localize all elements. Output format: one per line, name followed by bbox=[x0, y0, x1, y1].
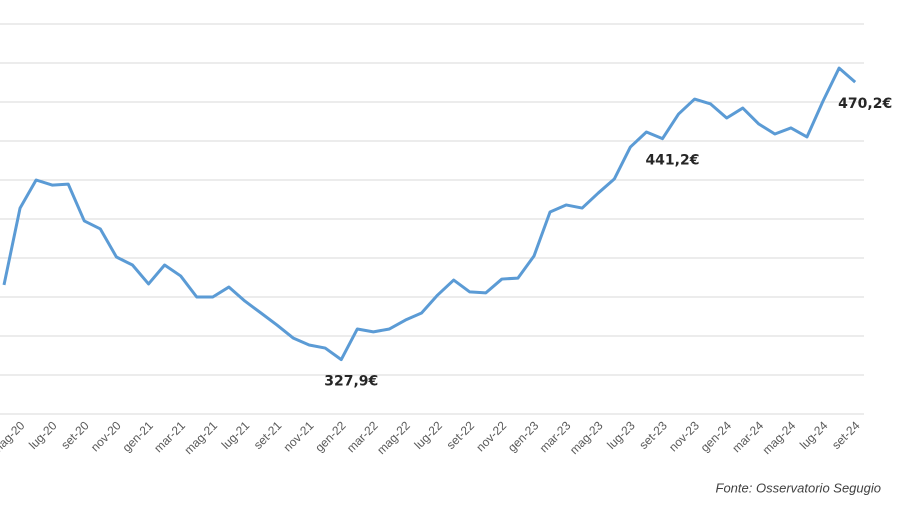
x-tick-label: set-22 bbox=[444, 418, 478, 452]
x-tick-label: gen-24 bbox=[698, 418, 735, 455]
x-tick-label: nov-20 bbox=[88, 418, 124, 454]
x-tick-label: mag-21 bbox=[181, 418, 220, 457]
x-tick-label: nov-21 bbox=[281, 418, 317, 454]
x-tick-label: gen-21 bbox=[120, 418, 157, 455]
x-tick-label: nov-23 bbox=[666, 418, 702, 454]
x-tick-label: set-20 bbox=[58, 418, 92, 452]
x-tick-label: mag-23 bbox=[567, 418, 606, 457]
x-tick-label: set-24 bbox=[829, 418, 863, 452]
x-tick-label: gen-22 bbox=[312, 418, 349, 455]
data-label: 327,9€ bbox=[324, 374, 378, 390]
x-tick-label: nov-22 bbox=[473, 418, 509, 454]
x-tick-label: lug-24 bbox=[797, 418, 831, 452]
x-tick-label: mag-24 bbox=[760, 418, 799, 457]
data-label: 470,2€ bbox=[838, 96, 892, 112]
x-tick-label: gen-23 bbox=[505, 418, 542, 455]
source-note: Fonte: Osservatorio Segugio bbox=[716, 480, 881, 495]
x-tick-label: mag-20 bbox=[0, 418, 28, 457]
data-label: 441,2€ bbox=[645, 153, 699, 169]
x-tick-label: set-21 bbox=[251, 418, 285, 452]
x-tick-label: set-23 bbox=[636, 418, 670, 452]
x-tick-label: lug-21 bbox=[219, 418, 253, 452]
line-series bbox=[2, 66, 857, 362]
x-tick-label: lug-20 bbox=[26, 418, 60, 452]
x-tick-label: mag-22 bbox=[374, 418, 413, 457]
x-tick-label: lug-22 bbox=[411, 418, 445, 452]
x-tick-label: lug-23 bbox=[604, 418, 638, 452]
